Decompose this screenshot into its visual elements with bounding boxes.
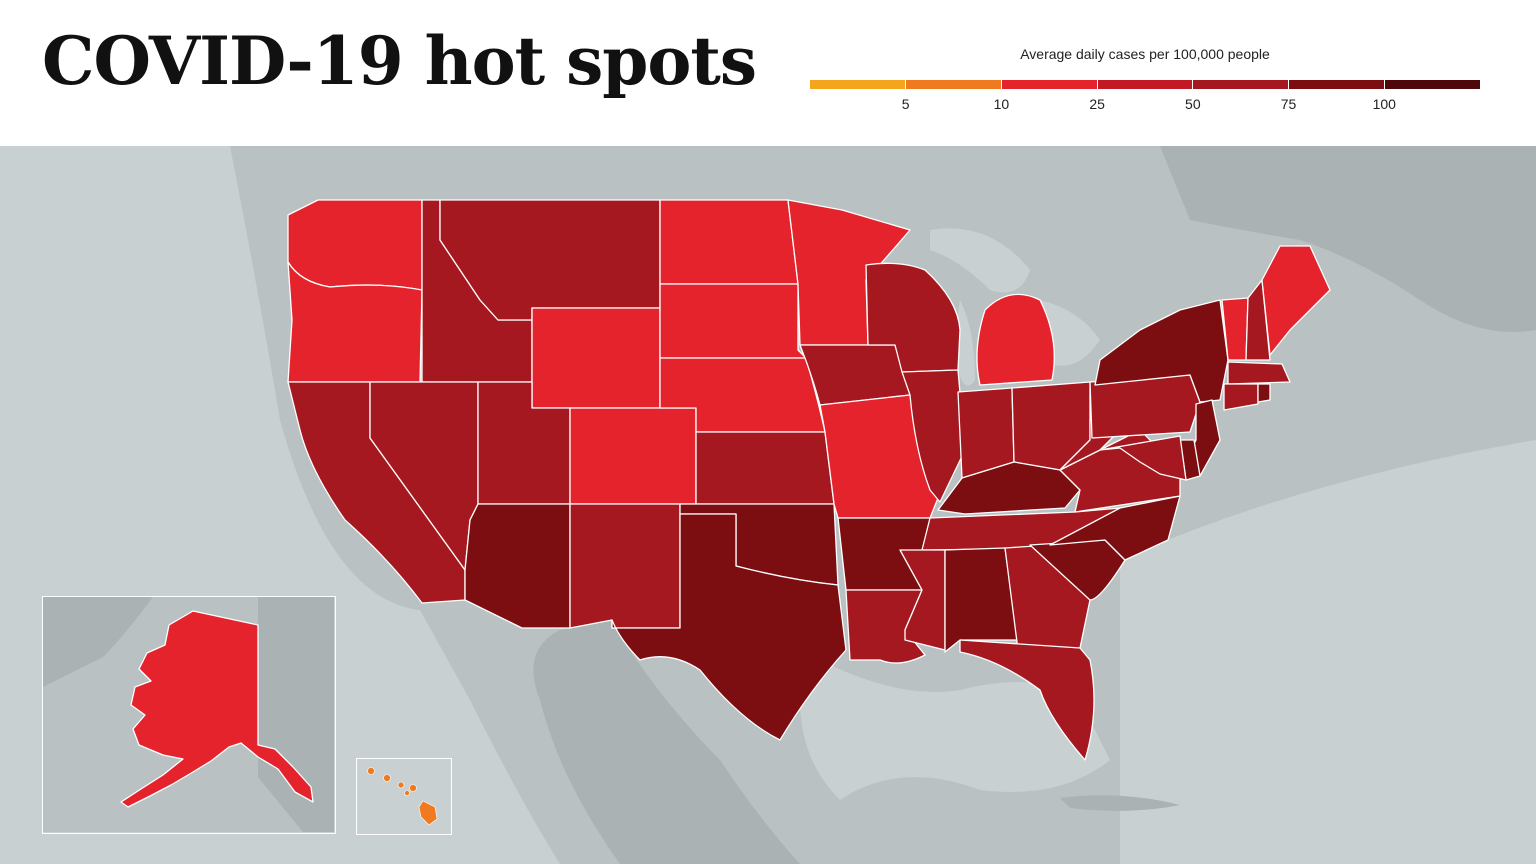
state-CA[interactable]: [287, 381, 466, 604]
hawaii-inset-map: [357, 759, 450, 833]
legend-color-scale: [810, 80, 1481, 89]
state-SD[interactable]: [659, 283, 807, 359]
legend-segment-5: [1193, 80, 1290, 89]
state-NC[interactable]: [1049, 495, 1181, 561]
legend-segment-4: [1097, 80, 1194, 89]
state-IL[interactable]: [901, 369, 966, 503]
state-WY[interactable]: [531, 307, 661, 409]
state-KS[interactable]: [695, 431, 835, 505]
state-FL[interactable]: [959, 639, 1095, 761]
cuba-land: [1060, 795, 1180, 811]
mexico-land: [533, 620, 800, 864]
lake-superior: [930, 228, 1030, 293]
state-MA[interactable]: [1227, 361, 1291, 385]
state-NM[interactable]: [569, 503, 681, 629]
state-WI[interactable]: [865, 262, 961, 373]
state-HI[interactable]: [367, 767, 438, 826]
atlantic-ocean: [1120, 440, 1536, 864]
alaska-inset: [42, 596, 336, 834]
legend-segment-2: [905, 80, 1002, 89]
alaska-inset-map: [43, 597, 334, 832]
state-ND[interactable]: [659, 199, 799, 285]
legend-tick-label: 5: [901, 96, 910, 112]
states[interactable]: [287, 199, 1331, 761]
state-MI[interactable]: [976, 293, 1055, 386]
legend-segment-1: [810, 80, 906, 89]
lake-michigan: [956, 300, 975, 386]
state-CO[interactable]: [569, 407, 697, 505]
legend-tick-label: 25: [1089, 96, 1105, 112]
state-WA[interactable]: [287, 199, 423, 291]
gulf-of-mexico: [800, 660, 1110, 800]
state-AL[interactable]: [944, 547, 1019, 653]
legend-segment-3: [1001, 80, 1098, 89]
state-CT[interactable]: [1223, 383, 1259, 411]
state-MD[interactable]: [1099, 435, 1187, 481]
canada-land: [1160, 146, 1536, 332]
legend-ticks: 5 10 25 50 75 100: [810, 96, 1480, 112]
map-title: COVID-19 hot spots: [42, 22, 757, 100]
legend: Average daily cases per 100,000 people 5…: [810, 42, 1481, 122]
legend-segment-7: [1385, 80, 1481, 89]
legend-tick-label: 75: [1280, 96, 1297, 112]
legend-tick-label: 10: [993, 96, 1010, 112]
state-AK[interactable]: [120, 610, 314, 808]
hawaii-inset: [356, 758, 452, 835]
state-ME[interactable]: [1261, 245, 1331, 356]
state-RI[interactable]: [1257, 383, 1271, 403]
header: COVID-19 hot spots Average daily cases p…: [0, 0, 1536, 146]
map-area[interactable]: [0, 146, 1536, 864]
legend-segment-6: [1289, 80, 1386, 89]
legend-tick-label: 100: [1372, 96, 1396, 112]
legend-tick-label: 50: [1185, 96, 1201, 112]
state-TX[interactable]: [611, 513, 847, 741]
lake-huron: [1040, 300, 1100, 366]
state-PA[interactable]: [1089, 374, 1201, 439]
us-map[interactable]: [0, 146, 1536, 864]
state-NY[interactable]: [1094, 299, 1229, 403]
legend-title: Average daily cases per 100,000 people: [1020, 46, 1270, 62]
